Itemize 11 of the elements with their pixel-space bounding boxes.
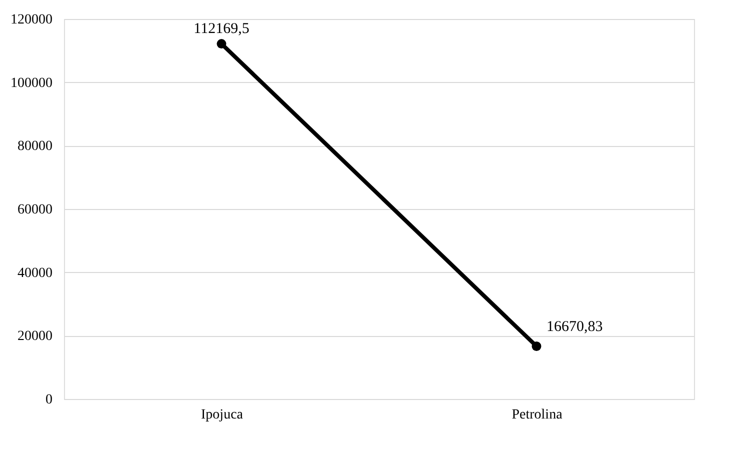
x-tick-label: Petrolina — [512, 408, 564, 422]
y-tick-label: 120000 — [10, 12, 52, 28]
y-tick-label: 40000 — [18, 266, 52, 281]
data-label: 16670,83 — [546, 319, 603, 336]
y-tick-label: 0 — [46, 392, 52, 408]
y-tick-label: 60000 — [18, 202, 52, 218]
x-tick-label: Ipojuca — [201, 408, 244, 422]
y-tick-label: 20000 — [18, 329, 52, 344]
y-tick-label: 100000 — [10, 76, 52, 91]
data-label: 112169,5 — [194, 20, 250, 37]
y-tick-label: 80000 — [18, 139, 52, 154]
